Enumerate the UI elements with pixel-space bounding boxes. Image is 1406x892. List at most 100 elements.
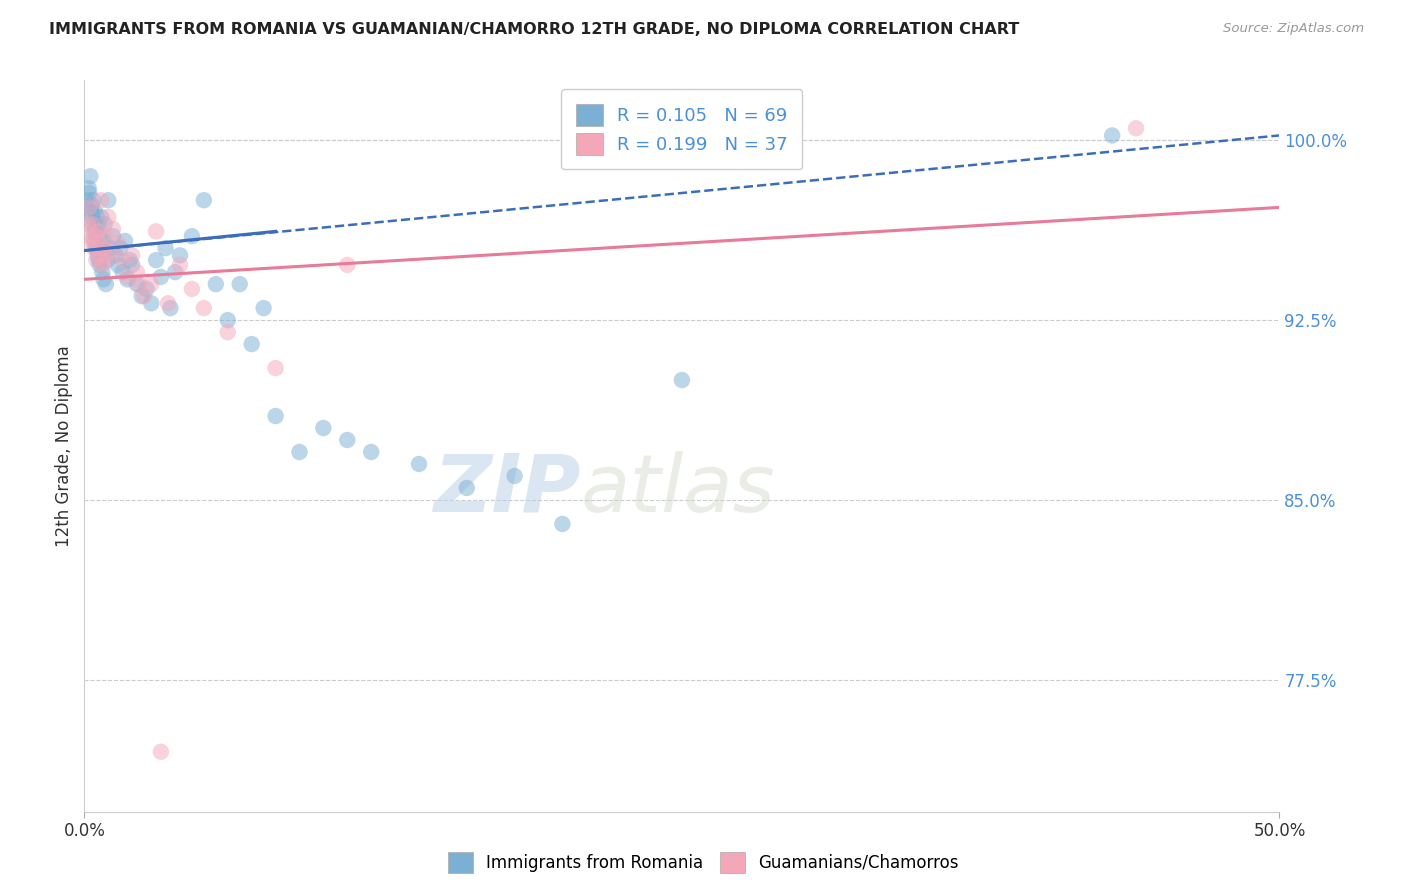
- Point: [169, 258, 191, 272]
- Point: [94, 253, 117, 268]
- Point: [503, 469, 526, 483]
- Point: [83, 224, 105, 238]
- Point: [145, 224, 167, 238]
- Point: [229, 277, 252, 292]
- Legend: R = 0.105   N = 69, R = 0.199   N = 37: R = 0.105 N = 69, R = 0.199 N = 37: [561, 89, 803, 169]
- Point: [217, 325, 239, 339]
- Point: [77, 200, 100, 214]
- Point: [155, 241, 177, 255]
- Point: [111, 265, 134, 279]
- Point: [264, 361, 287, 376]
- Point: [86, 241, 108, 255]
- Point: [1101, 128, 1123, 143]
- Point: [264, 409, 287, 423]
- Point: [125, 265, 148, 279]
- Point: [93, 229, 115, 244]
- Point: [82, 217, 104, 231]
- Point: [145, 253, 167, 268]
- Point: [104, 248, 127, 262]
- Point: [80, 234, 103, 248]
- Point: [114, 234, 136, 248]
- Point: [100, 246, 122, 260]
- Point: [169, 248, 191, 262]
- Point: [360, 445, 382, 459]
- Point: [121, 258, 143, 272]
- Point: [84, 229, 107, 244]
- Point: [86, 253, 108, 268]
- Point: [86, 248, 108, 262]
- Point: [240, 337, 263, 351]
- Point: [408, 457, 430, 471]
- Point: [312, 421, 335, 435]
- Point: [80, 205, 103, 219]
- Point: [91, 265, 114, 279]
- Point: [121, 248, 143, 262]
- Point: [90, 193, 112, 207]
- Point: [94, 277, 117, 292]
- Point: [205, 277, 228, 292]
- Point: [165, 265, 187, 279]
- Point: [159, 301, 181, 315]
- Point: [83, 234, 105, 248]
- Point: [157, 296, 180, 310]
- Point: [107, 258, 129, 272]
- Point: [456, 481, 478, 495]
- Text: Source: ZipAtlas.com: Source: ZipAtlas.com: [1223, 22, 1364, 36]
- Point: [253, 301, 276, 315]
- Point: [110, 241, 132, 255]
- Point: [77, 217, 100, 231]
- Point: [181, 229, 204, 244]
- Point: [91, 234, 114, 248]
- Point: [91, 258, 114, 272]
- Point: [89, 258, 111, 272]
- Point: [107, 236, 129, 251]
- Legend: Immigrants from Romania, Guamanians/Chamorros: Immigrants from Romania, Guamanians/Cham…: [441, 846, 965, 880]
- Point: [93, 272, 115, 286]
- Point: [100, 241, 122, 255]
- Point: [77, 186, 100, 200]
- Point: [117, 272, 139, 286]
- Point: [193, 193, 215, 207]
- Point: [181, 282, 204, 296]
- Point: [101, 222, 124, 236]
- Point: [80, 210, 103, 224]
- Point: [336, 433, 359, 447]
- Point: [111, 253, 134, 268]
- Point: [89, 248, 111, 262]
- Point: [117, 269, 139, 284]
- Point: [132, 289, 156, 303]
- Point: [90, 241, 112, 255]
- Point: [97, 193, 120, 207]
- Point: [79, 229, 101, 244]
- Point: [87, 217, 110, 231]
- Point: [193, 301, 215, 315]
- Point: [77, 193, 100, 207]
- Point: [125, 277, 148, 292]
- Point: [86, 210, 108, 224]
- Text: ZIP: ZIP: [433, 450, 581, 529]
- Point: [84, 205, 107, 219]
- Point: [118, 253, 141, 268]
- Point: [93, 217, 115, 231]
- Point: [82, 217, 104, 231]
- Y-axis label: 12th Grade, No Diploma: 12th Grade, No Diploma: [55, 345, 73, 547]
- Point: [149, 745, 172, 759]
- Point: [80, 198, 103, 212]
- Point: [128, 277, 150, 292]
- Point: [288, 445, 311, 459]
- Point: [149, 269, 172, 284]
- Point: [1125, 121, 1147, 136]
- Point: [82, 193, 104, 207]
- Point: [101, 229, 124, 244]
- Point: [89, 229, 111, 244]
- Point: [90, 210, 112, 224]
- Point: [131, 289, 153, 303]
- Point: [84, 222, 107, 236]
- Point: [671, 373, 693, 387]
- Text: atlas: atlas: [581, 450, 775, 529]
- Point: [96, 253, 118, 268]
- Point: [551, 516, 574, 531]
- Point: [87, 224, 110, 238]
- Point: [86, 241, 108, 255]
- Point: [93, 241, 115, 255]
